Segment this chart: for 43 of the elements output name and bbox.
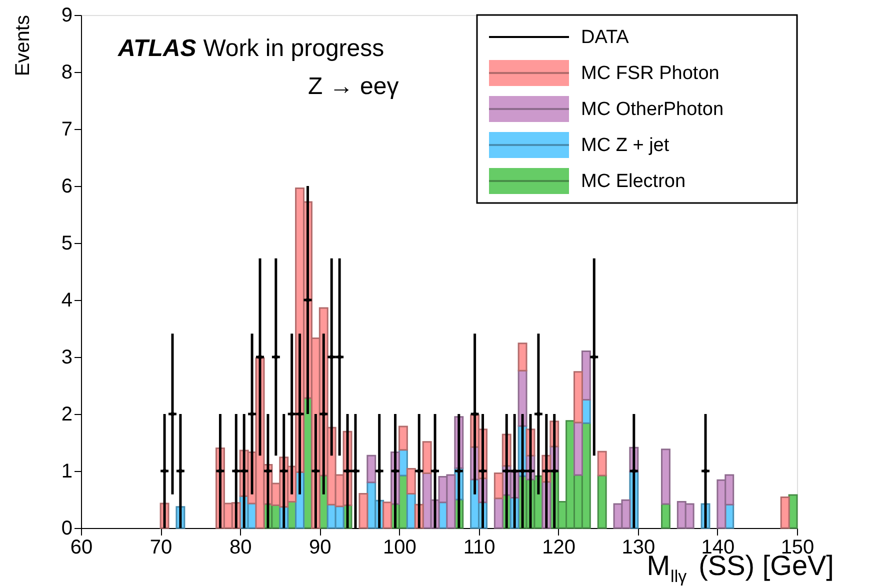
y-tick-label: 3 xyxy=(61,346,72,368)
x-tick-label: 100 xyxy=(383,536,416,558)
bar xyxy=(518,370,528,427)
bar xyxy=(661,448,670,505)
y-tick-label: 7 xyxy=(61,118,72,140)
x-tick-label: 120 xyxy=(542,536,576,558)
legend-label: MC FSR Photon xyxy=(581,63,720,84)
bar xyxy=(573,422,583,476)
x-tick-label: 60 xyxy=(70,536,93,558)
bar xyxy=(518,342,528,372)
bar xyxy=(494,498,504,529)
legend-label: MC OtherPhoton xyxy=(581,99,724,120)
bar xyxy=(494,472,504,500)
bar xyxy=(597,474,607,529)
bar xyxy=(597,450,607,476)
bar xyxy=(358,493,368,529)
annotation: Z → eeγ xyxy=(308,73,399,100)
y-tick-label: 2 xyxy=(61,404,72,426)
x-tick-label: 90 xyxy=(309,536,332,558)
x-tick-label: 80 xyxy=(229,536,252,558)
bar xyxy=(366,454,376,484)
bar xyxy=(422,441,432,474)
bar xyxy=(398,426,408,451)
y-tick-label: 6 xyxy=(61,176,72,198)
bar xyxy=(382,502,392,529)
bar xyxy=(406,468,416,495)
y-tick-label: 1 xyxy=(61,460,72,482)
bar xyxy=(581,350,591,400)
y-tick-label: 8 xyxy=(61,62,72,84)
legend-label: MC Z + jet xyxy=(581,135,670,156)
legend-label: DATA xyxy=(581,27,630,48)
y-tick-label: 9 xyxy=(61,4,72,26)
bar xyxy=(780,496,790,529)
y-axis-title: Events xyxy=(12,15,34,76)
x-tick-label: 70 xyxy=(150,536,172,558)
y-tick-label: 0 xyxy=(61,518,72,540)
y-tick-label: 4 xyxy=(61,290,72,312)
bar xyxy=(661,503,670,529)
legend-label: MC Electron xyxy=(581,171,686,192)
y-tick-label: 5 xyxy=(61,232,72,254)
bar xyxy=(573,371,583,424)
x-tick-label: 110 xyxy=(463,536,496,558)
annotation: ATLAS Work in progress xyxy=(117,35,384,62)
